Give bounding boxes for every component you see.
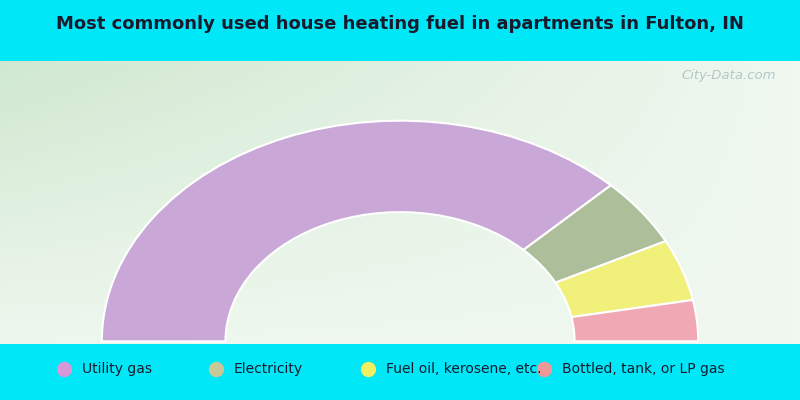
Text: Most commonly used house heating fuel in apartments in Fulton, IN: Most commonly used house heating fuel in… [56, 15, 744, 33]
Text: Electricity: Electricity [234, 362, 302, 376]
Wedge shape [571, 300, 698, 341]
Text: Fuel oil, kerosene, etc.: Fuel oil, kerosene, etc. [386, 362, 541, 376]
Wedge shape [523, 185, 666, 283]
Wedge shape [102, 121, 611, 341]
Text: Utility gas: Utility gas [82, 362, 152, 376]
Wedge shape [555, 241, 693, 317]
Text: City-Data.com: City-Data.com [682, 69, 776, 82]
Text: Bottled, tank, or LP gas: Bottled, tank, or LP gas [562, 362, 724, 376]
